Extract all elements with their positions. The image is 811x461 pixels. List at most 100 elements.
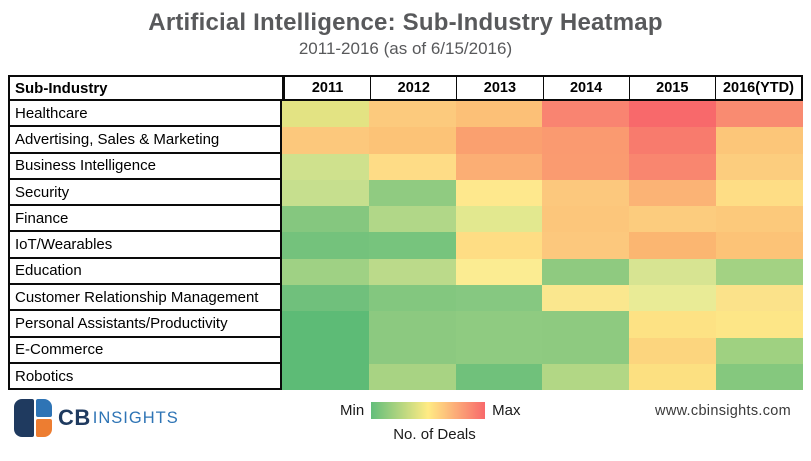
heatmap-cell [368,311,456,338]
heatmap-cell [282,206,369,233]
column-header-2015: 2015 [628,77,715,99]
heatmap-cell [716,179,803,207]
heatmap-cell [368,258,456,286]
column-header-2013: 2013 [456,77,542,99]
table-row: Customer Relationship Management [8,285,803,312]
heatmap-cell [716,232,803,259]
heatmap-cell [282,337,369,364]
heatmap-cell [542,285,630,312]
heatmap-cell [629,285,717,312]
heatmap-cell [629,311,717,338]
heatmap-cell [629,363,717,391]
heatmap-body: Healthcare Advertising, Sales & Marketing… [8,101,803,391]
heatmap-cell [282,127,369,154]
heatmap-cell [282,101,369,128]
heatmap-cell [455,285,543,312]
legend-min-label: Min [340,402,365,419]
heatmap-cell [455,153,543,180]
heatmap-cell [282,311,369,338]
website-url: www.cbinsights.com [655,403,791,419]
heatmap-cell [716,153,803,180]
heatmap-cell [455,206,543,233]
heatmap-cell [716,206,803,233]
logo-bottom-right-shape [36,419,52,437]
cbinsights-logo-icon [14,399,52,437]
heatmap-cell [716,258,803,286]
heatmap-cell [542,179,630,207]
heatmap-cell [716,337,803,364]
heatmap-cell [542,232,630,259]
heatmap-cell [629,206,717,233]
heatmap-cell [455,179,543,207]
heatmap-cell [368,206,456,233]
heatmap-cell [542,101,630,128]
row-label: Personal Assistants/Productivity [8,311,282,338]
page-subtitle: 2011-2016 (as of 6/15/2016) [298,39,513,58]
heatmap-cell [542,258,630,286]
legend-caption: No. of Deals [393,426,476,443]
column-header-2011: 2011 [284,77,370,99]
heatmap-cell [629,258,717,286]
heatmap-cell [455,127,543,154]
heatmap-cell [629,179,717,207]
heatmap-cell [368,179,456,207]
legend-gradient-bar [371,402,486,419]
heatmap-cell [282,363,369,391]
heatmap-cell [455,258,543,286]
heatmap-cell [282,232,369,259]
column-header-2016-ytd-: 2016(YTD) [714,77,801,99]
heatmap-cell [455,232,543,259]
heatmap-cell [455,311,543,338]
heatmap-cell [542,206,630,233]
column-header-sub-industry: Sub-Industry [10,77,284,99]
heatmap-table: Sub-Industry 2011 2012 2013 2014 2015 2016(YT… [8,75,803,391]
legend-max-label: Max [492,402,521,419]
table-row: E-Commerce [8,337,803,364]
row-label: Business Intelligence [8,153,282,180]
heatmap-cell [368,127,456,154]
heatmap-cell [368,285,456,312]
row-label: Education [8,258,282,286]
table-row: IoT/Wearables [8,232,803,259]
heatmap-cell [629,232,717,259]
column-header-2014: 2014 [542,77,629,99]
heatmap-cell [368,101,456,128]
table-row: Education [8,258,803,286]
row-label: Finance [8,206,282,233]
table-row: Advertising, Sales & Marketing [8,127,803,154]
row-label: IoT/Wearables [8,232,282,259]
heatmap-cell [542,311,630,338]
heatmap-cell [368,363,456,391]
heatmap-cell [368,232,456,259]
heatmap-cell [716,101,803,128]
heatmap-cell [716,363,803,391]
heatmap-cell [455,363,543,391]
heatmap-cell [716,127,803,154]
heatmap-cell [542,363,630,391]
row-label: Customer Relationship Management [8,285,282,312]
heatmap-cell [282,258,369,286]
row-label: E-Commerce [8,337,282,364]
heatmap-cell [716,311,803,338]
heatmap-cell [282,285,369,312]
heatmap-cell [629,153,717,180]
heatmap-cell [282,179,369,207]
heatmap-cell [542,337,630,364]
row-label: Robotics [8,363,282,391]
table-row: Healthcare [8,101,803,128]
logo-left-shape [14,399,34,437]
color-scale-legend: Min Max [340,402,521,419]
heatmap-cell [629,337,717,364]
row-label: Healthcare [8,101,282,128]
logo-top-right-shape [36,399,52,417]
logo-insights-text: INSIGHTS [92,408,179,427]
logo-cb-text: CB [58,405,91,430]
row-label: Advertising, Sales & Marketing [8,127,282,154]
heatmap-cell [368,337,456,364]
heatmap-cell [542,153,630,180]
heatmap-cell [629,127,717,154]
table-row: Finance [8,206,803,233]
heatmap-cell [716,285,803,312]
heatmap-cell [629,101,717,128]
